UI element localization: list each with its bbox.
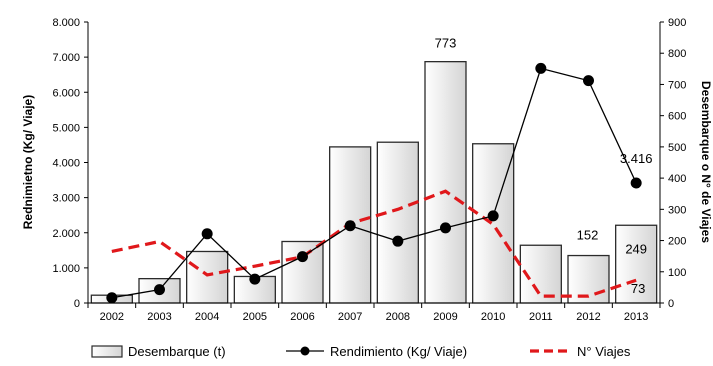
x-tick-label: 2003	[147, 311, 171, 323]
legend: Desembarque (t) Rendimiento (Kg/ Viaje) N°…	[91, 344, 631, 359]
x-tick-label: 2009	[433, 311, 457, 323]
y-tick-label-left: 5.000	[52, 122, 80, 134]
x-tick-label: 2013	[624, 311, 648, 323]
y-tick-label-left: 4.000	[52, 158, 80, 170]
y-tick-label-right: 0	[668, 298, 674, 310]
x-tick-label: 2004	[195, 311, 219, 323]
axes-layer: 0 1.000 2.000 3.000 4.000 5.000 6.000 7.000 8.00…	[52, 17, 686, 323]
y-tick-label-right: 900	[668, 17, 686, 29]
bar-desembarque-2010	[472, 143, 515, 304]
point-rendimiento-2011	[535, 62, 547, 74]
legend-label-n-viajes: N° Viajes	[577, 344, 631, 359]
y-tick-label-left: 6.000	[52, 87, 80, 99]
legend-label-desembarque: Desembarque (t)	[128, 344, 226, 359]
y-tick-label-left: 7.000	[52, 52, 80, 64]
point-rendimiento-2007	[344, 220, 356, 232]
legend-swatch-rendimiento-marker	[300, 346, 310, 356]
bar-desembarque-2009	[424, 61, 467, 304]
bar-desembarque-2008	[376, 141, 419, 304]
y-tick-label-right: 600	[668, 111, 686, 123]
legend-swatch-desembarque	[91, 345, 123, 358]
x-tick-label: 2008	[386, 311, 410, 323]
data-label-2012: 152	[577, 228, 599, 243]
y-tick-label-left: 1.000	[52, 263, 80, 275]
x-tick-label: 2006	[290, 311, 314, 323]
y-tick-label-right: 300	[668, 204, 686, 216]
data-label-viajes-2013: 73	[631, 281, 645, 296]
x-tick-label: 2012	[576, 311, 600, 323]
series-line-n-viajes	[111, 189, 637, 298]
x-tick-label: 2010	[481, 311, 505, 323]
y-tick-label-right: 700	[668, 79, 686, 91]
point-rendimiento-2012	[583, 75, 594, 87]
data-label-desembarque-2013: 249	[625, 241, 647, 256]
point-rendimiento-2010	[487, 210, 499, 222]
point-rendimiento-2005	[249, 273, 261, 285]
x-tick-label: 2002	[100, 311, 124, 323]
bars-layer	[90, 61, 658, 304]
labels-layer: 773 3.416 152 249 73	[435, 36, 653, 297]
point-rendimiento-2003	[154, 284, 165, 296]
y-tick-label-right: 500	[668, 142, 686, 154]
y-tick-label-right: 200	[668, 236, 686, 248]
lines-layer	[106, 62, 642, 304]
y-tick-label-right: 800	[668, 48, 686, 60]
y-tick-label-left: 8.000	[52, 17, 80, 29]
y-axis-label-left: Rednimietno (Kg/ Viaje)	[21, 95, 35, 229]
bar-desembarque-2004	[186, 250, 229, 304]
y-tick-label-right: 100	[668, 267, 686, 279]
point-rendimiento-2002	[106, 292, 118, 304]
point-rendimiento-2013	[630, 177, 642, 189]
y-axis-label-right: Desembarque o N° de Viajes	[699, 81, 713, 243]
y-tick-label-left: 3.000	[52, 193, 80, 205]
point-rendimiento-2004	[201, 228, 213, 240]
x-tick-label: 2005	[243, 311, 267, 323]
bar-desembarque-2006	[281, 240, 324, 304]
y-tick-label-left: 0	[74, 298, 80, 310]
point-rendimiento-2006	[297, 251, 308, 263]
y-tick-label-right: 400	[668, 173, 686, 185]
data-label-rendimiento-2013: 3.416	[620, 151, 653, 166]
point-rendimiento-2009	[440, 222, 451, 234]
point-rendimiento-2008	[392, 235, 404, 247]
data-label-2009: 773	[435, 36, 457, 51]
bar-desembarque-2013	[615, 224, 658, 304]
series-line-rendimiento	[111, 67, 637, 299]
legend-label-rendimiento: Rendimiento (Kg/ Viaje)	[330, 344, 467, 359]
x-tick-label: 2011	[529, 311, 553, 323]
x-tick-label: 2007	[338, 311, 362, 323]
y-tick-label-left: 2.000	[52, 228, 80, 240]
